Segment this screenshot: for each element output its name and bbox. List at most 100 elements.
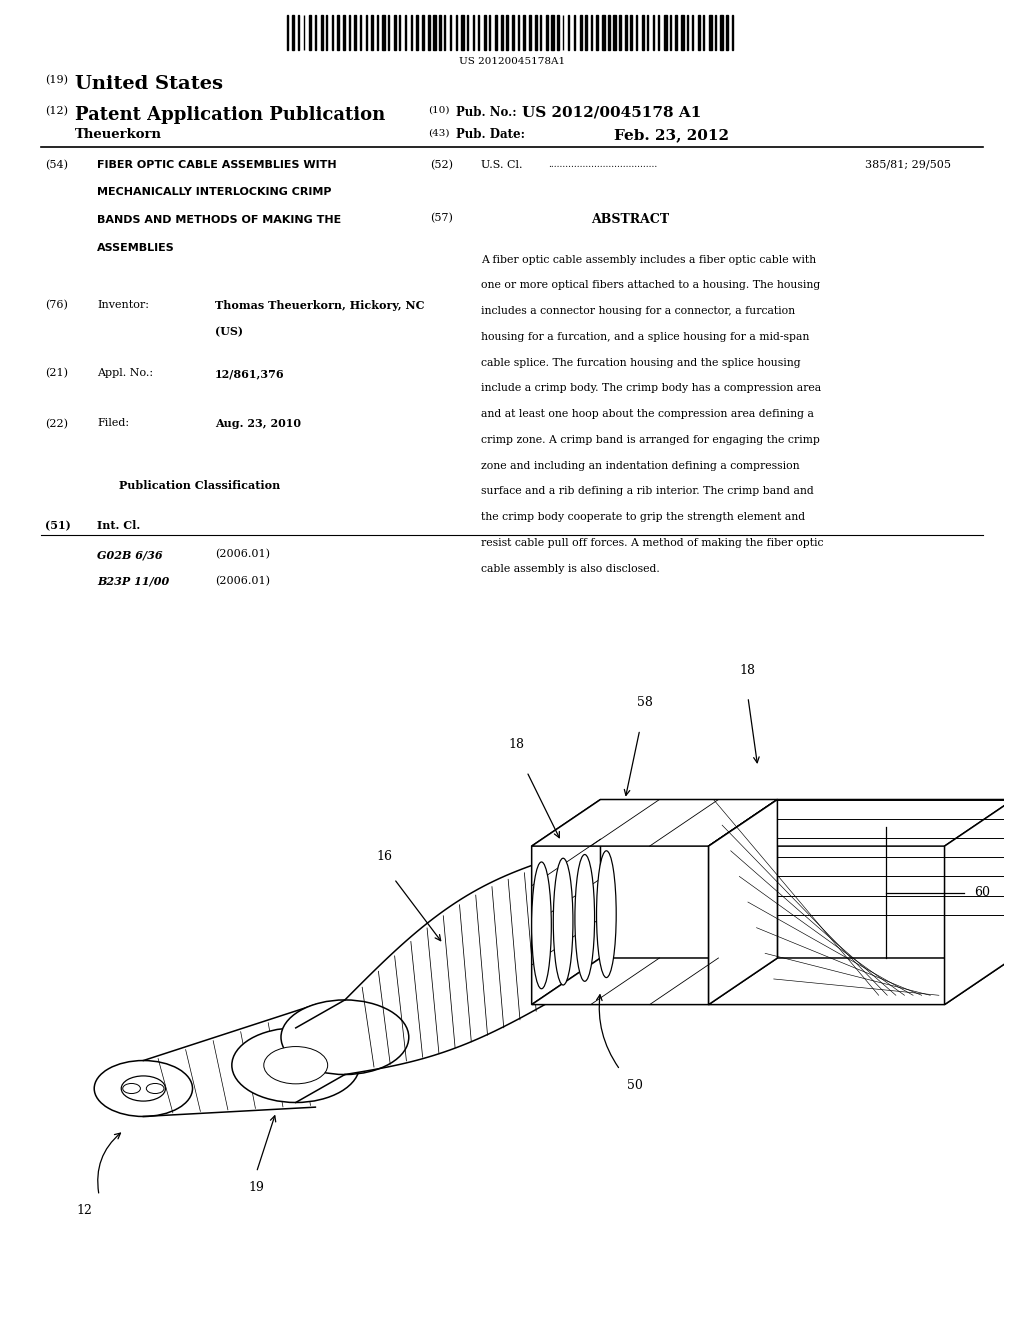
Text: (54): (54) [45, 160, 68, 170]
Bar [366, 15, 368, 50]
Bar [698, 15, 699, 50]
Bar [321, 15, 323, 50]
Text: housing for a furcation, and a splice housing for a mid-span: housing for a furcation, and a splice ho… [481, 333, 810, 342]
Bar [686, 15, 688, 50]
Text: include a crimp body. The crimp body has a compression area: include a crimp body. The crimp body has… [481, 384, 821, 393]
Bar [287, 15, 288, 50]
Bar [726, 15, 728, 50]
Bar [636, 15, 637, 50]
Bar [664, 15, 667, 50]
Text: Aug. 23, 2010: Aug. 23, 2010 [215, 418, 301, 429]
Text: Patent Application Publication: Patent Application Publication [75, 106, 385, 124]
Text: (76): (76) [45, 300, 68, 310]
Text: includes a connector housing for a connector, a furcation: includes a connector housing for a conne… [481, 306, 796, 317]
Text: (2006.01): (2006.01) [215, 549, 270, 560]
Text: (2006.01): (2006.01) [215, 576, 270, 586]
Text: 385/81; 29/505: 385/81; 29/505 [865, 160, 951, 170]
Text: (10): (10) [428, 106, 450, 115]
Bar [630, 15, 632, 50]
Text: one or more optical fibers attached to a housing. The housing: one or more optical fibers attached to a… [481, 281, 820, 290]
Text: MECHANICALLY INTERLOCKING CRIMP: MECHANICALLY INTERLOCKING CRIMP [97, 187, 332, 198]
Text: the crimp body cooperate to grip the strength element and: the crimp body cooperate to grip the str… [481, 512, 806, 523]
Bar [393, 15, 396, 50]
Text: Inventor:: Inventor: [97, 300, 150, 310]
Bar [670, 15, 672, 50]
Bar [326, 15, 328, 50]
Bar [456, 15, 457, 50]
Bar [573, 15, 575, 50]
Bar [433, 15, 435, 50]
Text: Theuerkorn: Theuerkorn [75, 128, 162, 141]
Bar [461, 15, 464, 50]
Bar [675, 15, 677, 50]
Text: (57): (57) [430, 213, 453, 223]
Bar [411, 15, 412, 50]
Text: crimp zone. A crimp band is arranged for engaging the crimp: crimp zone. A crimp band is arranged for… [481, 436, 820, 445]
Bar [309, 15, 311, 50]
Bar [422, 15, 424, 50]
Bar [354, 15, 356, 50]
Text: (22): (22) [45, 418, 68, 429]
Text: surface and a rib defining a rib interior. The crimp band and: surface and a rib defining a rib interio… [481, 487, 814, 496]
Text: U.S. Cl.: U.S. Cl. [481, 160, 523, 170]
Bar [710, 15, 712, 50]
Bar [348, 15, 350, 50]
Bar [293, 15, 295, 50]
Text: Feb. 23, 2012: Feb. 23, 2012 [614, 128, 729, 143]
Text: (21): (21) [45, 368, 68, 379]
Text: FIBER OPTIC CABLE ASSEMBLIES WITH: FIBER OPTIC CABLE ASSEMBLIES WITH [97, 160, 337, 170]
Bar [495, 15, 498, 50]
Bar [371, 15, 373, 50]
Bar [337, 15, 339, 50]
Bar [551, 15, 554, 50]
Bar [641, 15, 644, 50]
Bar [546, 15, 548, 50]
Text: Appl. No.:: Appl. No.: [97, 368, 154, 379]
Text: (US): (US) [215, 326, 243, 337]
Bar [523, 15, 524, 50]
Text: cable assembly is also disclosed.: cable assembly is also disclosed. [481, 564, 660, 574]
Bar [681, 15, 684, 50]
Bar [506, 15, 508, 50]
Text: (19): (19) [45, 75, 68, 86]
Bar [557, 15, 559, 50]
Text: zone and including an indentation defining a compression: zone and including an indentation defini… [481, 461, 800, 471]
Bar [535, 15, 537, 50]
Bar [501, 15, 503, 50]
Text: (12): (12) [45, 106, 68, 116]
Bar [343, 15, 345, 50]
Text: (51): (51) [45, 520, 71, 531]
Text: B23P 11/00: B23P 11/00 [97, 576, 170, 586]
Bar [438, 15, 440, 50]
Text: cable splice. The furcation housing and the splice housing: cable splice. The furcation housing and … [481, 358, 801, 368]
Bar [467, 15, 468, 50]
Text: A fiber optic cable assembly includes a fiber optic cable with: A fiber optic cable assembly includes a … [481, 255, 816, 265]
Text: Int. Cl.: Int. Cl. [97, 520, 140, 531]
Bar [613, 15, 615, 50]
Text: Pub. Date:: Pub. Date: [456, 128, 524, 141]
Bar [596, 15, 598, 50]
Bar [618, 15, 622, 50]
Text: 12/861,376: 12/861,376 [215, 368, 285, 379]
Text: Filed:: Filed: [97, 418, 129, 429]
Bar [359, 15, 361, 50]
Bar [580, 15, 582, 50]
Text: (52): (52) [430, 160, 453, 170]
Bar [585, 15, 587, 50]
Text: Publication Classification: Publication Classification [119, 480, 281, 491]
Bar [732, 15, 733, 50]
Text: Thomas Theuerkorn, Hickory, NC: Thomas Theuerkorn, Hickory, NC [215, 300, 425, 310]
Bar [721, 15, 723, 50]
Bar [692, 15, 693, 50]
Bar [483, 15, 486, 50]
Text: United States: United States [75, 75, 223, 94]
Text: resist cable pull off forces. A method of making the fiber optic: resist cable pull off forces. A method o… [481, 539, 823, 548]
Bar [607, 15, 609, 50]
Bar [528, 15, 531, 50]
Text: Pub. No.:: Pub. No.: [456, 106, 516, 119]
Bar [512, 15, 514, 50]
Bar [388, 15, 389, 50]
Bar [602, 15, 604, 50]
Bar [416, 15, 418, 50]
Bar [517, 15, 519, 50]
